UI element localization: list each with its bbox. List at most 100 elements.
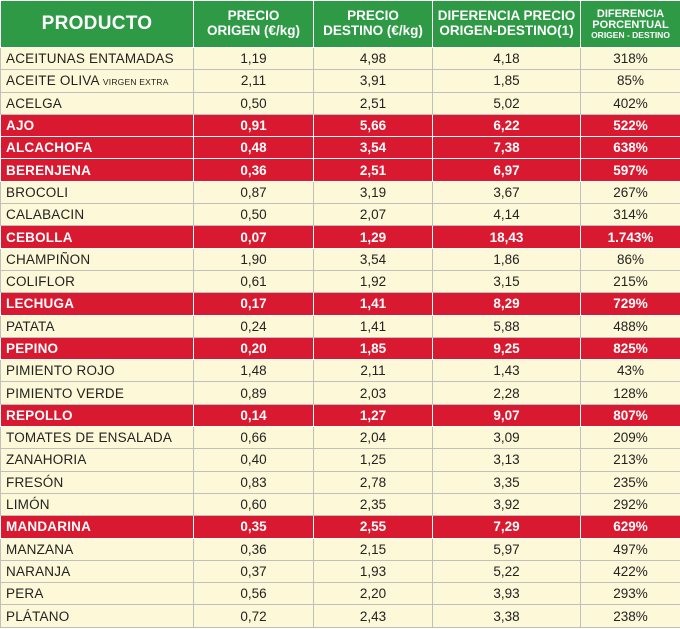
table-row: ACELGA 0,50 2,51 5,02 402% [0,91,680,115]
cell-producto: BERENJENA [0,158,194,182]
cell-origen: 0,36 [193,537,314,561]
cell-producto: LECHUGA [0,292,194,316]
product-name: PIMIENTO ROJO [6,363,115,379]
product-name: MANDARINA [6,519,92,535]
cell-producto: CHAMPIÑON [0,247,194,271]
product-name: PLÁTANO [6,608,70,624]
cell-origen: 0,60 [193,492,314,517]
product-name: BERENJENA [6,162,92,178]
cell-porcentual: 85% [580,69,680,93]
cell-origen: 2,11 [193,69,314,93]
cell-destino: 1,41 [313,292,433,316]
cell-origen: 0,87 [193,180,314,205]
product-name: LIMÓN [6,497,50,513]
header-diferencia-line1: DIFERENCIA PRECIO [437,8,576,24]
table-row: NARANJA 0,37 1,93 5,22 422% [0,559,680,584]
cell-porcentual: 422% [580,559,680,584]
cell-diferencia: 5,88 [432,314,581,338]
cell-porcentual: 318% [580,46,680,71]
cell-diferencia: 3,35 [432,470,581,494]
table-row: PLÁTANO 0,72 2,43 3,38 238% [0,604,680,628]
header-porcentual-line1: DIFERENCIA [596,7,665,20]
cell-porcentual: 497% [580,537,680,561]
cell-producto: PIMIENTO ROJO [0,359,194,383]
cell-origen: 1,48 [193,359,314,383]
header-diferencia-precio: DIFERENCIA PRECIO ORIGEN-DESTINO(1) [432,0,581,48]
cell-porcentual: 235% [580,470,680,494]
cell-origen: 0,66 [193,426,314,450]
table-row: LIMÓN 0,60 2,35 3,92 292% [0,492,680,517]
cell-origen: 0,61 [193,269,314,294]
product-name: FRESÓN [6,474,64,490]
cell-porcentual: 729% [580,292,680,316]
product-name: ALCACHOFA [6,140,93,156]
cell-producto: NARANJA [0,559,194,584]
table-row: MANZANA 0,36 2,15 5,97 497% [0,537,680,561]
cell-producto: CEBOLLA [0,225,194,249]
cell-porcentual: 597% [580,158,680,182]
header-porcentual-line3: ORIGEN - DESTINO [591,29,670,40]
cell-producto: LIMÓN [0,492,194,517]
table-row: BROCOLI 0,87 3,19 3,67 267% [0,180,680,205]
cell-porcentual: 402% [580,91,680,115]
product-name: PERA [6,586,44,602]
cell-destino: 2,07 [313,203,433,227]
table-row: BERENJENA 0,36 2,51 6,97 597% [0,158,680,182]
cell-origen: 0,89 [193,381,314,405]
cell-destino: 2,03 [313,381,433,405]
cell-diferencia: 3,15 [432,269,581,294]
cell-diferencia: 18,43 [432,225,581,249]
table-row: ACEITE OLIVA VIRGEN EXTRA 2,11 3,91 1,85 85% [0,69,680,93]
table-row: PERA 0,56 2,20 3,93 293% [0,582,680,606]
cell-destino: 3,54 [313,247,433,271]
table-body: ACEITUNAS ENTAMADAS 1,19 4,98 4,18 318% ACEIT… [0,46,680,628]
cell-destino: 1,92 [313,269,433,294]
cell-porcentual: 213% [580,448,680,472]
cell-origen: 0,83 [193,470,314,494]
cell-porcentual: 238% [580,604,680,628]
table-row: LECHUGA 0,17 1,41 8,29 729% [0,292,680,316]
table-row: AJO 0,91 5,66 6,22 522% [0,113,680,138]
cell-porcentual: 807% [580,403,680,428]
cell-producto: CALABACIN [0,203,194,227]
table-row: TOMATES DE ENSALADA 0,66 2,04 3,09 209% [0,426,680,450]
header-porcentual-line2: PORCENTUAL [592,18,669,31]
cell-origen: 0,24 [193,314,314,338]
cell-diferencia: 7,38 [432,136,581,160]
cell-origen: 1,19 [193,46,314,71]
table-row: COLIFLOR 0,61 1,92 3,15 215% [0,269,680,294]
table-row: FRESÓN 0,83 2,78 3,35 235% [0,470,680,494]
cell-origen: 0,40 [193,448,314,472]
cell-diferencia: 1,43 [432,359,581,383]
table-row: MANDARINA 0,35 2,55 7,29 629% [0,515,680,539]
cell-origen: 0,50 [193,203,314,227]
table-row: CALABACIN 0,50 2,07 4,14 314% [0,203,680,227]
header-precio-destino: PRECIO DESTINO (€/kg) [313,0,433,48]
cell-destino: 3,91 [313,69,433,93]
cell-producto: REPOLLO [0,403,194,428]
header-precio-destino-line1: PRECIO [347,8,399,24]
cell-diferencia: 3,13 [432,448,581,472]
cell-destino: 3,19 [313,180,433,205]
header-precio-origen-line1: PRECIO [227,8,280,24]
table-row: PEPINO 0,20 1,85 9,25 825% [0,336,680,361]
cell-producto: PEPINO [0,336,194,361]
cell-destino: 2,20 [313,582,433,606]
product-name: PIMIENTO VERDE [6,385,125,401]
cell-porcentual: 292% [580,492,680,517]
cell-destino: 5,66 [313,113,433,138]
product-name: COLIFLOR [6,274,76,290]
cell-diferencia: 9,25 [432,336,581,361]
cell-origen: 0,56 [193,582,314,606]
cell-producto: COLIFLOR [0,269,194,294]
table-row: ACEITUNAS ENTAMADAS 1,19 4,98 4,18 318% [0,46,680,71]
product-name: ZANAHORIA [6,452,87,468]
header-diferencia-porcentual: DIFERENCIA PORCENTUAL ORIGEN - DESTINO [580,0,680,48]
cell-destino: 4,98 [313,46,433,71]
cell-diferencia: 6,97 [432,158,581,182]
cell-diferencia: 5,22 [432,559,581,584]
cell-destino: 1,85 [313,336,433,361]
product-name: TOMATES DE ENSALADA [6,430,173,446]
cell-porcentual: 43% [580,359,680,383]
